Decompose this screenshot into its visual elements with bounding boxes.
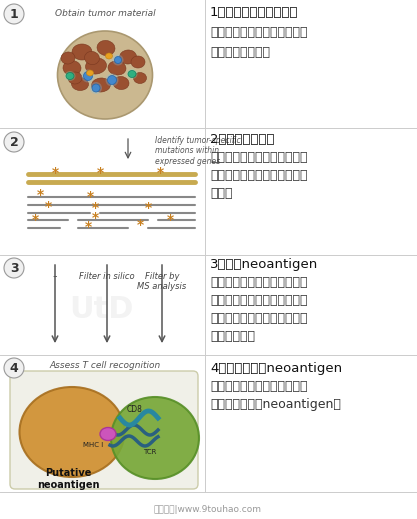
Circle shape — [4, 132, 24, 152]
Text: 1: 1 — [10, 7, 18, 20]
Ellipse shape — [128, 71, 136, 77]
Text: Filter in silico: Filter in silico — [79, 272, 135, 281]
Ellipse shape — [65, 71, 75, 81]
Text: 3：预测neoantigen: 3：预测neoantigen — [210, 258, 318, 271]
Ellipse shape — [120, 50, 136, 64]
Text: 段，找到突变的基因和异常的: 段，找到突变的基因和异常的 — [210, 169, 307, 182]
Ellipse shape — [97, 40, 115, 56]
Ellipse shape — [68, 72, 82, 84]
Ellipse shape — [58, 31, 153, 119]
Text: UtD: UtD — [70, 295, 134, 324]
Text: CD8: CD8 — [127, 405, 143, 415]
Text: *: * — [144, 201, 151, 215]
Ellipse shape — [133, 73, 146, 84]
Text: 3: 3 — [10, 262, 18, 275]
Text: 本，应该够用了。: 本，应该够用了。 — [210, 46, 270, 59]
Ellipse shape — [92, 84, 100, 92]
Text: 技术，预测有潜力的抗原蛋白: 技术，预测有潜力的抗原蛋白 — [210, 294, 307, 307]
Text: 选、验证并确认neoantigen。: 选、验证并确认neoantigen。 — [210, 398, 341, 411]
Ellipse shape — [108, 75, 116, 85]
Ellipse shape — [86, 70, 93, 76]
Text: *: * — [45, 200, 52, 214]
Circle shape — [4, 358, 24, 378]
Text: 通过体内体外免疫学分析，挑: 通过体内体外免疫学分析，挑 — [210, 380, 307, 393]
Ellipse shape — [106, 74, 118, 87]
Text: Identify tumor-specific
mutations within
expressed genes: Identify tumor-specific mutations within… — [155, 136, 241, 166]
Ellipse shape — [61, 52, 75, 64]
Text: *: * — [136, 218, 143, 232]
Text: *: * — [84, 220, 92, 234]
Text: 4: 4 — [10, 362, 18, 375]
Text: 2：进行组学分析: 2：进行组学分析 — [210, 133, 274, 146]
Text: *: * — [166, 213, 173, 227]
Ellipse shape — [106, 53, 113, 59]
Ellipse shape — [71, 77, 88, 90]
Text: Filter by
MS analysis: Filter by MS analysis — [137, 272, 187, 291]
Ellipse shape — [115, 57, 121, 63]
Text: *: * — [96, 166, 103, 180]
Text: Putative
neoantigen: Putative neoantigen — [37, 468, 99, 489]
Text: MHC I: MHC I — [83, 442, 103, 448]
Ellipse shape — [85, 51, 100, 64]
Text: -: - — [53, 270, 57, 283]
Text: *: * — [91, 201, 98, 215]
Text: 基于计算机模型以及蛋白质谱: 基于计算机模型以及蛋白质谱 — [210, 276, 307, 289]
Text: 健康头条|www.9touhao.com: 健康头条|www.9touhao.com — [154, 505, 262, 514]
Ellipse shape — [85, 58, 106, 74]
Text: *: * — [51, 166, 58, 180]
Text: 基因测序、转录分析等多种手: 基因测序、转录分析等多种手 — [210, 151, 307, 164]
Text: 1：获取足量的肿瘤组织: 1：获取足量的肿瘤组织 — [210, 6, 299, 19]
Ellipse shape — [20, 387, 125, 477]
Text: 手术标本或者大一点的活检标: 手术标本或者大一点的活检标 — [210, 26, 307, 39]
Text: *: * — [156, 166, 163, 180]
Ellipse shape — [131, 56, 145, 68]
Ellipse shape — [111, 397, 199, 479]
Ellipse shape — [113, 54, 123, 65]
Ellipse shape — [126, 69, 138, 79]
FancyBboxPatch shape — [10, 371, 198, 489]
Circle shape — [4, 4, 24, 24]
Text: *: * — [36, 188, 43, 202]
Text: 2: 2 — [10, 135, 18, 148]
Ellipse shape — [100, 428, 116, 441]
Text: *: * — [91, 211, 98, 225]
Ellipse shape — [108, 61, 126, 75]
Text: 蛋白。: 蛋白。 — [210, 187, 233, 200]
Circle shape — [4, 258, 24, 278]
Text: *: * — [31, 213, 38, 227]
Ellipse shape — [66, 73, 74, 79]
Text: *: * — [86, 190, 93, 204]
Text: Assess T cell recognition: Assess T cell recognition — [49, 361, 161, 370]
Text: 没有掌握）。: 没有掌握）。 — [210, 330, 255, 343]
Text: Obtain tumor material: Obtain tumor material — [55, 9, 155, 18]
Ellipse shape — [81, 70, 95, 83]
Ellipse shape — [63, 61, 81, 75]
Ellipse shape — [113, 76, 129, 89]
Ellipse shape — [90, 82, 102, 94]
Text: TCR: TCR — [143, 449, 157, 455]
Text: 4：验证并确定neoantigen: 4：验证并确定neoantigen — [210, 362, 342, 375]
Ellipse shape — [72, 44, 92, 60]
Ellipse shape — [91, 78, 111, 92]
Text: （这步目前最难，大多数机构: （这步目前最难，大多数机构 — [210, 312, 307, 325]
Ellipse shape — [83, 72, 93, 80]
